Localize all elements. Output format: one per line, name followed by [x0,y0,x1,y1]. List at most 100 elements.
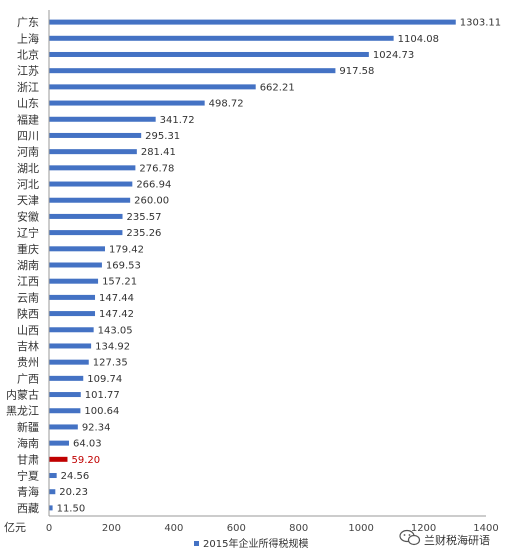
category-label: 海南 [17,436,39,450]
bar-陕西 [49,311,96,317]
bar-上海 [49,35,394,41]
value-label: 127.35 [93,358,128,369]
bar-吉林 [49,343,92,349]
bar-四川 [49,132,142,138]
bar-北京 [49,51,369,57]
bar-河南 [49,149,137,155]
category-label: 浙江 [17,81,39,94]
category-label: 四川 [17,129,39,142]
bar-湖北 [49,165,136,171]
category-label: 河北 [17,178,39,191]
bar-青海 [49,489,56,495]
bar-宁夏 [49,473,57,479]
value-label: 498.72 [209,99,244,110]
value-label: 295.31 [145,131,180,142]
category-label: 江苏 [17,65,39,78]
category-label: 新疆 [17,420,39,434]
value-label: 100.64 [84,406,119,417]
axes-layer [48,10,486,517]
category-label: 吉林 [17,339,39,353]
category-label: 湖北 [17,162,39,175]
bars-layer: 广东 1303.11 上海 1104.08 北京 1024.73 江苏 917.58 浙江 662… [6,16,501,515]
bar-安徽 [49,213,123,219]
category-label: 上海 [17,31,39,45]
value-label: 157.21 [102,277,137,288]
category-label: 江西 [17,275,39,288]
category-label: 福建 [17,112,39,126]
bar-湖南 [49,262,102,268]
value-label: 101.77 [85,390,120,401]
bar-山西 [49,327,94,333]
legend-swatch [194,541,199,546]
watermark-text: 兰财税海研语 [424,533,490,547]
value-label: 235.26 [126,228,161,239]
value-label: 1024.73 [373,50,414,61]
category-label: 黑龙江 [6,405,39,418]
category-label: 重庆 [17,242,39,256]
category-label: 广东 [17,16,39,29]
x-tick-label: 1200 [411,523,436,534]
bar-云南 [49,294,96,300]
value-label: 1104.08 [398,34,439,45]
x-tick-label: 800 [289,523,308,534]
category-label: 辽宁 [17,226,39,240]
bar-广西 [49,375,84,381]
x-tick-label: 200 [102,523,121,534]
category-label: 陕西 [17,307,39,321]
watermark: 兰财税海研语 [399,529,490,547]
bar-贵州 [49,359,89,365]
x-tick-label: 1000 [348,523,373,534]
value-label: 92.34 [82,422,111,433]
category-label: 贵州 [17,356,39,369]
category-label: 青海 [17,485,39,499]
bar-江苏 [49,68,336,74]
value-label: 266.94 [136,180,171,191]
value-label: 179.42 [109,244,144,255]
category-label: 山东 [17,97,39,110]
value-label: 59.20 [71,455,100,466]
legend-label: 2015年企业所得税规模 [203,537,308,550]
value-label: 11.50 [57,503,86,514]
bar-天津 [49,197,131,203]
bar-重庆 [49,246,105,252]
value-label: 917.58 [339,66,374,77]
category-label: 河南 [17,146,39,159]
bar-黑龙江 [49,408,81,414]
category-label: 北京 [17,47,39,61]
value-label: 20.23 [59,487,88,498]
value-label: 1303.11 [460,18,501,29]
category-label: 内蒙古 [6,388,39,402]
bar-广东 [49,19,456,25]
bar-福建 [49,116,156,122]
value-label: 109.74 [87,374,122,385]
bar-甘肃 [49,456,68,462]
bar-浙江 [49,84,256,90]
bar-海南 [49,440,69,446]
bar-江西 [49,278,99,284]
wechat-bubble-icon [399,529,421,546]
x-tick-label: 1400 [473,523,498,534]
value-label: 64.03 [73,439,102,450]
value-label: 147.42 [99,309,134,320]
legend: 2015年企业所得税规模 [194,537,308,550]
bar-内蒙古 [49,392,81,398]
value-label: 24.56 [61,471,90,482]
category-label: 西藏 [17,502,39,515]
value-label: 147.44 [99,293,134,304]
value-label: 134.92 [95,341,130,352]
value-label: 276.78 [139,163,174,174]
bar-西藏 [49,505,53,511]
x-tick-label: 0 [46,523,52,534]
value-label: 662.21 [260,82,295,93]
category-label: 湖南 [17,259,39,272]
x-tick-labels: 0 200 400 600 800 1000 1200 1400 [46,523,499,534]
category-label: 天津 [17,194,39,207]
x-tick-label: 400 [164,523,183,534]
value-label: 281.41 [141,147,176,158]
category-label: 云南 [17,291,39,304]
x-tick-label: 600 [227,523,246,534]
category-label: 山西 [17,324,39,337]
bar-辽宁 [49,230,123,236]
